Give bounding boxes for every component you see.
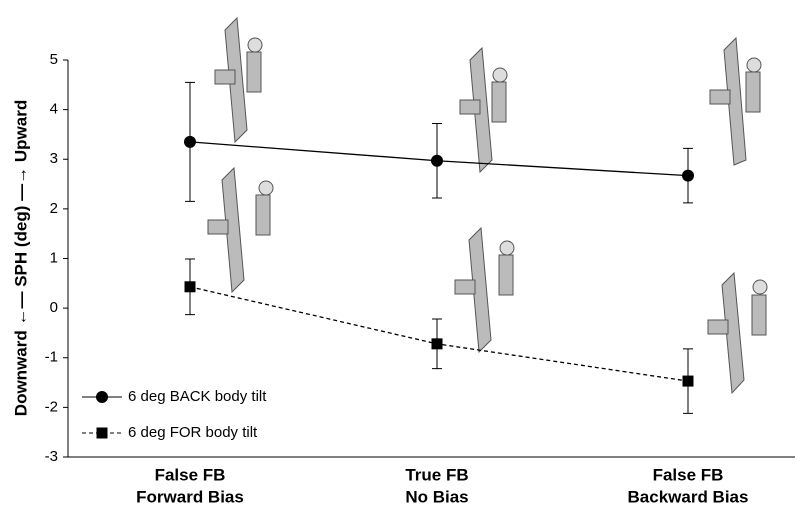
data-point — [683, 376, 694, 387]
data-point — [432, 338, 443, 349]
x-tick-label: Forward Bias — [136, 487, 244, 506]
illustration — [708, 273, 767, 393]
illustration — [460, 48, 507, 172]
y-tick-label: 1 — [50, 249, 58, 266]
y-tick-label: -3 — [45, 448, 58, 465]
data-point — [431, 155, 443, 167]
data-point — [682, 170, 694, 182]
illustration — [710, 38, 761, 165]
data-point — [184, 136, 196, 148]
y-tick-label: -1 — [45, 349, 58, 366]
illustration — [208, 168, 273, 292]
x-tick-label: No Bias — [405, 487, 468, 506]
x-tick-label: Backward Bias — [628, 487, 749, 506]
series-line — [190, 287, 688, 381]
illustration — [455, 228, 514, 352]
legend-marker — [96, 391, 108, 403]
y-tick-label: 0 — [50, 299, 58, 316]
x-tick-label: False FB — [653, 465, 724, 484]
x-tick-label: False FB — [155, 465, 226, 484]
data-point — [185, 281, 196, 292]
legend-label: 6 deg FOR body tilt — [128, 424, 258, 441]
y-axis-label: Downward ←— SPH (deg) —→ Upward — [11, 100, 30, 416]
y-tick-label: 4 — [50, 101, 58, 118]
legend-label: 6 deg BACK body tilt — [128, 388, 267, 405]
y-tick-label: -2 — [45, 398, 58, 415]
illustration — [215, 18, 262, 142]
y-tick-label: 3 — [50, 150, 58, 167]
legend-marker — [97, 428, 108, 439]
y-tick-label: 5 — [50, 51, 58, 68]
y-tick-label: 2 — [50, 200, 58, 217]
x-tick-label: True FB — [405, 465, 468, 484]
illustrations — [208, 18, 767, 393]
chart: Downward ←— SPH (deg) —→ Upward -3 -2 -1 0 1… — [0, 0, 805, 513]
